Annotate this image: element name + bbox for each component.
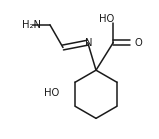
Text: HO: HO — [99, 14, 114, 24]
Text: N: N — [85, 38, 92, 48]
Text: H₂N: H₂N — [22, 20, 41, 30]
Text: O: O — [135, 38, 142, 48]
Text: HO: HO — [44, 88, 59, 98]
